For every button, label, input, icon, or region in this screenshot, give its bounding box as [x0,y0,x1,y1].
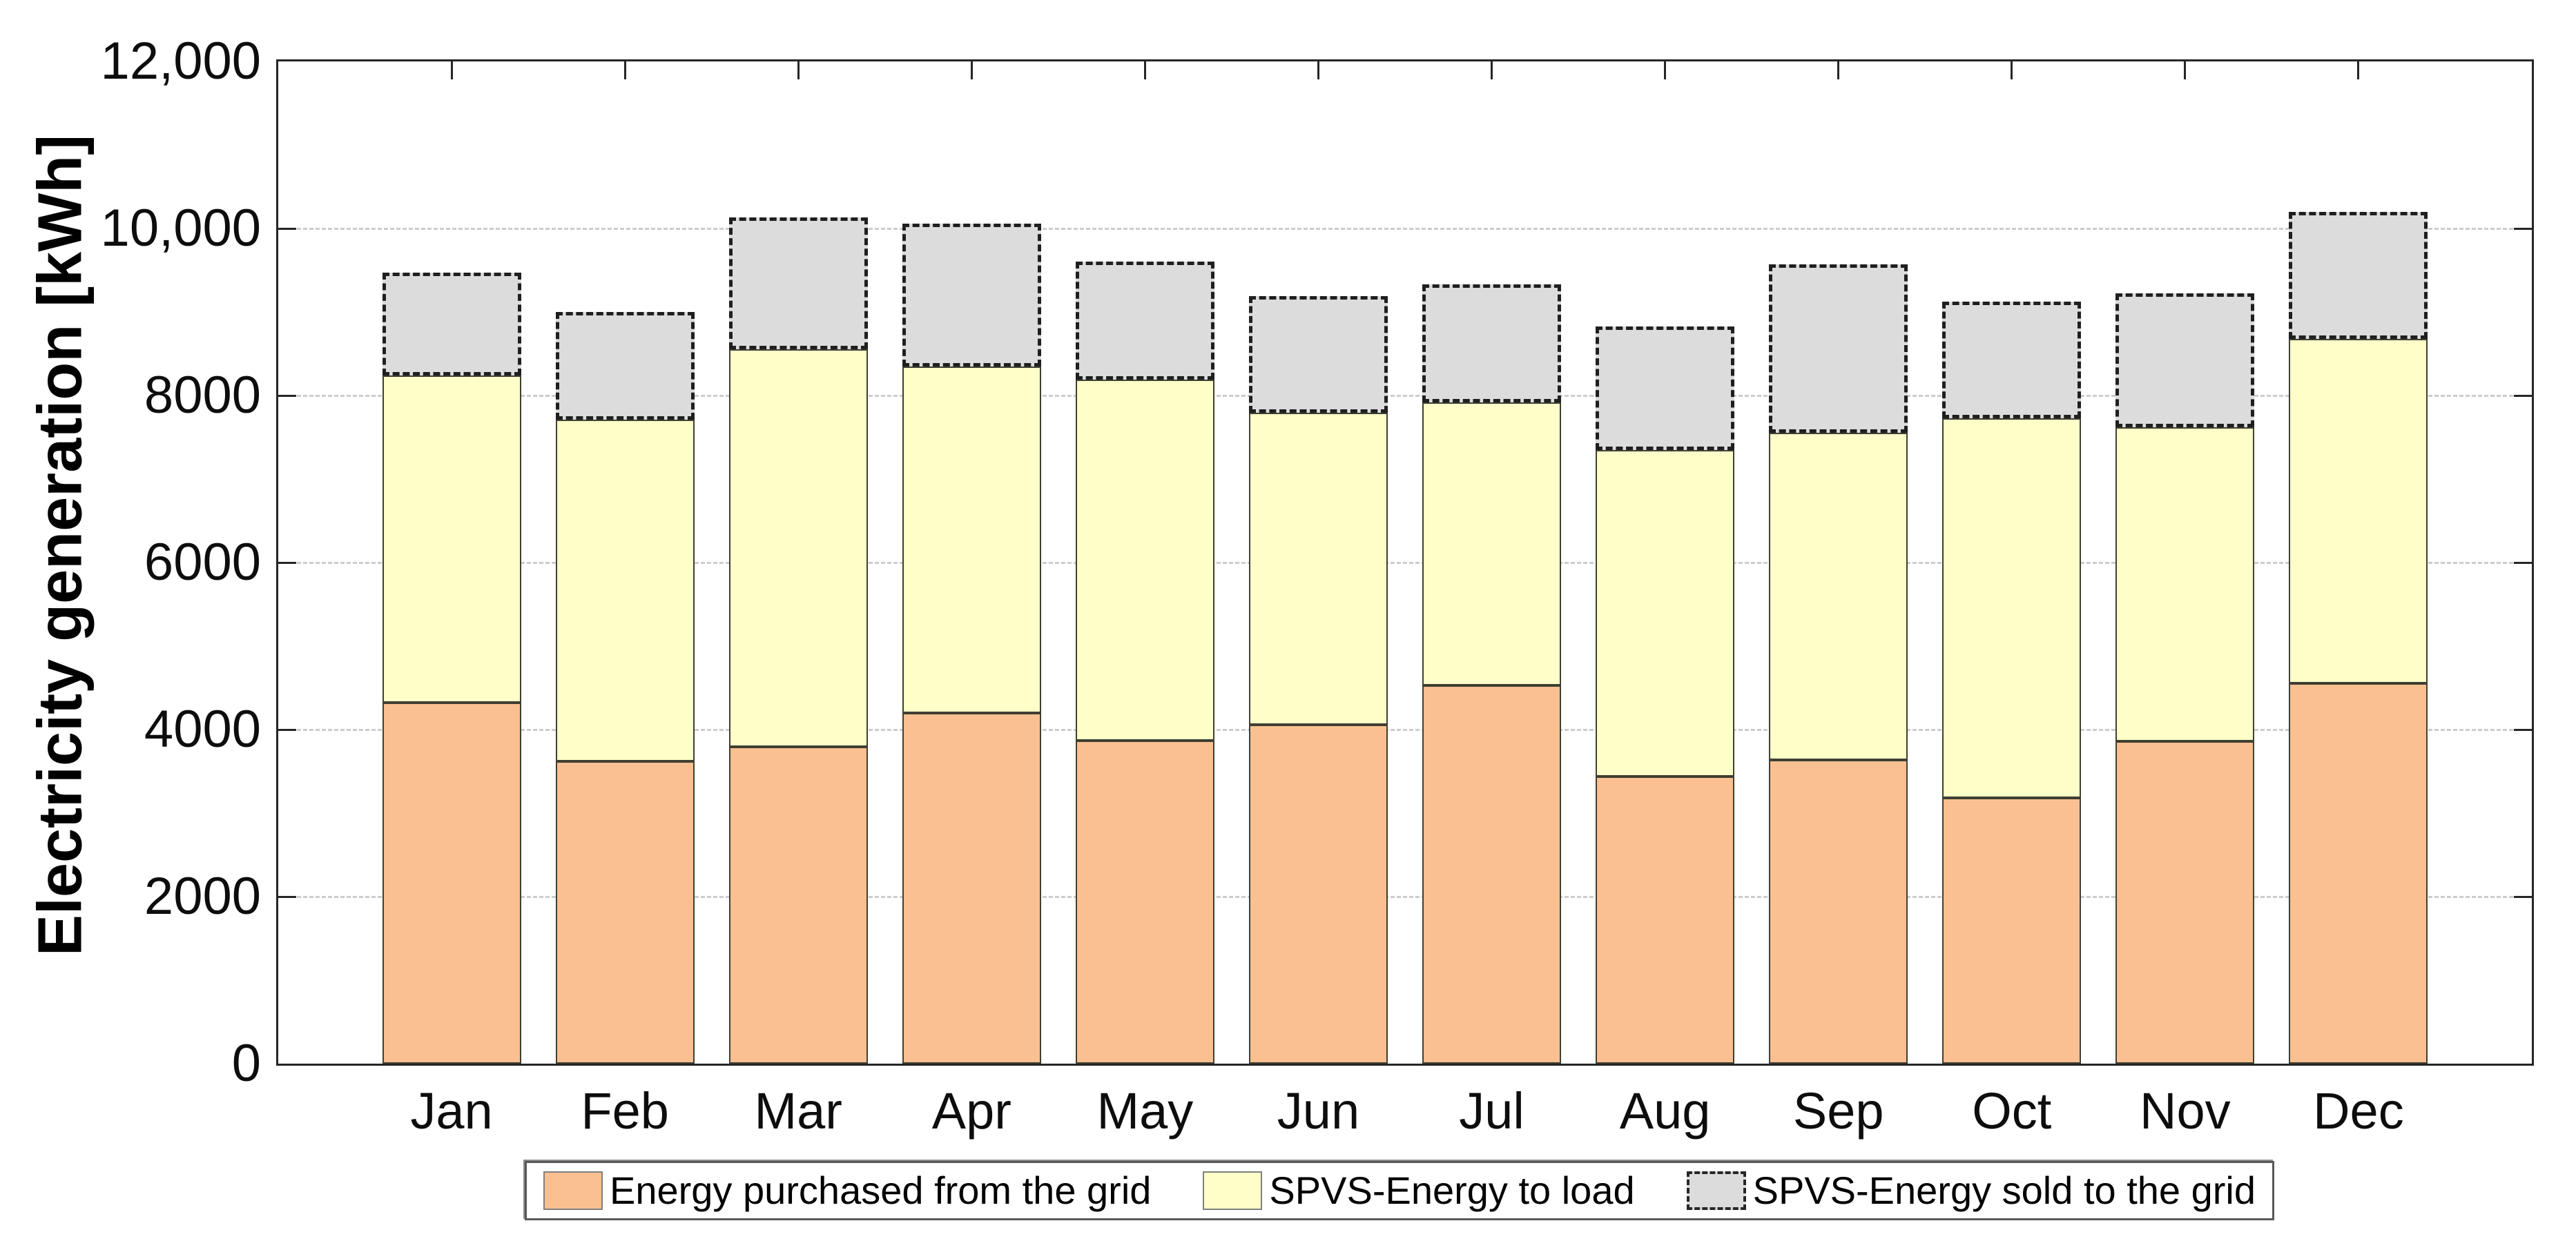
gridline [278,227,2532,230]
y-tick-label: 2000 [144,867,261,926]
bar-segment-dec-series2 [2289,211,2428,339]
x-tick-label: Jul [1459,1082,1524,1140]
x-axis-tick [2011,61,2013,79]
y-axis-tick [2514,895,2532,898]
x-tick-label: May [1096,1082,1194,1140]
bar-segment-jul-series1 [1422,402,1562,685]
x-axis-tick [623,61,626,79]
y-axis-tick [278,895,296,898]
legend-swatch-series1 [1203,1171,1263,1210]
y-axis-tick [2514,227,2532,230]
x-axis-tick [2357,61,2360,79]
chart-legend: Energy purchased from the grid SPVS-Energ… [525,1161,2274,1220]
x-tick-label: Oct [1972,1082,2052,1140]
bar-segment-apr-series0 [902,712,1041,1064]
x-axis-tick [1317,61,1319,79]
x-axis-tick [797,61,800,79]
x-axis-tick [1664,61,1667,79]
y-axis-tick [278,561,296,564]
y-tick-label: 0 [231,1034,261,1093]
x-axis-tick [450,61,453,79]
x-tick-label: Sep [1792,1082,1884,1140]
y-axis-tick [2514,728,2532,731]
bar-segment-sep-series0 [1769,759,1908,1064]
y-tick-label: 4000 [144,700,261,759]
gridline [278,394,2532,397]
x-axis-tick [1837,61,1840,79]
bar-segment-aug-series2 [1596,326,1735,450]
x-tick-label: Dec [2313,1082,2404,1140]
legend-label-series0: Energy purchased from the grid [610,1169,1152,1212]
bar-segment-nov-series0 [2115,741,2255,1064]
bar-segment-mar-series0 [728,747,868,1064]
y-axis-tick [2514,561,2532,564]
legend-item: SPVS-Energy sold to the grid [1686,1163,2256,1218]
legend-swatch-series2 [1686,1171,1746,1210]
bar-segment-mar-series2 [728,217,868,350]
bar-segment-oct-series0 [1942,798,2082,1064]
x-tick-label: Feb [581,1082,669,1140]
bar-segment-may-series0 [1075,740,1214,1064]
bar-segment-oct-series2 [1942,302,2082,418]
legend-item: Energy purchased from the grid [543,1163,1151,1218]
x-tick-label: Apr [931,1082,1011,1140]
x-tick-label: Mar [754,1082,842,1140]
bar-segment-apr-series1 [902,366,1041,713]
bar-segment-dec-series1 [2289,338,2428,684]
bar-segment-sep-series1 [1769,433,1908,760]
bar-segment-jan-series0 [382,703,521,1064]
legend-label-series1: SPVS-Energy to load [1269,1169,1635,1212]
x-tick-label: Jun [1277,1082,1360,1140]
bar-segment-aug-series0 [1596,776,1735,1064]
bar-segment-jan-series1 [382,375,521,703]
bar-segment-oct-series1 [1942,418,2082,799]
bar-segment-mar-series1 [728,349,868,748]
y-axis-tick [2514,394,2532,397]
x-axis-tick [970,61,973,79]
x-axis-tick [1491,61,1493,79]
y-tick-label: 10,000 [100,199,261,257]
bar-segment-jul-series2 [1422,284,1562,402]
y-tick-label: 6000 [144,533,261,592]
bar-segment-nov-series2 [2115,293,2255,427]
bar-segment-jun-series0 [1248,724,1388,1064]
y-tick-label: 8000 [144,366,261,424]
bar-segment-may-series2 [1075,262,1214,380]
bar-segment-feb-series0 [555,761,695,1064]
gridline [278,561,2532,564]
x-tick-label: Jan [410,1082,493,1140]
x-tick-label: Nov [2140,1082,2231,1140]
bar-segment-jan-series2 [382,273,521,375]
legend-label-series2: SPVS-Energy sold to the grid [1752,1169,2256,1212]
y-tick-label: 12,000 [100,32,261,90]
gridline [278,895,2532,898]
bar-segment-may-series1 [1075,380,1214,741]
legend-swatch-series0 [543,1171,603,1210]
y-axis-tick [278,394,296,397]
bar-segment-aug-series1 [1596,449,1735,777]
x-tick-label: Aug [1619,1082,1711,1140]
y-axis-tick [278,227,296,230]
legend-item: SPVS-Energy to load [1203,1163,1635,1218]
bar-segment-jun-series2 [1248,296,1388,413]
bar-segment-feb-series1 [555,420,695,761]
plot-area [276,59,2534,1066]
bar-segment-feb-series2 [555,312,695,420]
bar-segment-dec-series0 [2289,683,2428,1064]
bar-segment-jul-series0 [1422,685,1562,1064]
bar-segment-sep-series2 [1769,264,1908,433]
x-axis-tick [2184,61,2187,79]
bar-segment-apr-series2 [902,223,1041,367]
bar-segment-nov-series1 [2115,427,2255,741]
gridline [278,728,2532,731]
x-axis-tick [1143,61,1146,79]
bar-segment-jun-series1 [1248,413,1388,725]
y-axis-tick [278,728,296,731]
